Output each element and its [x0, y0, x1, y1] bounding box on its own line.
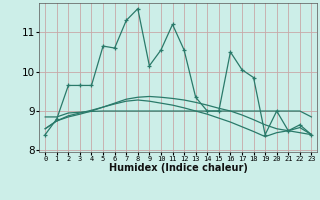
X-axis label: Humidex (Indice chaleur): Humidex (Indice chaleur): [109, 163, 248, 173]
